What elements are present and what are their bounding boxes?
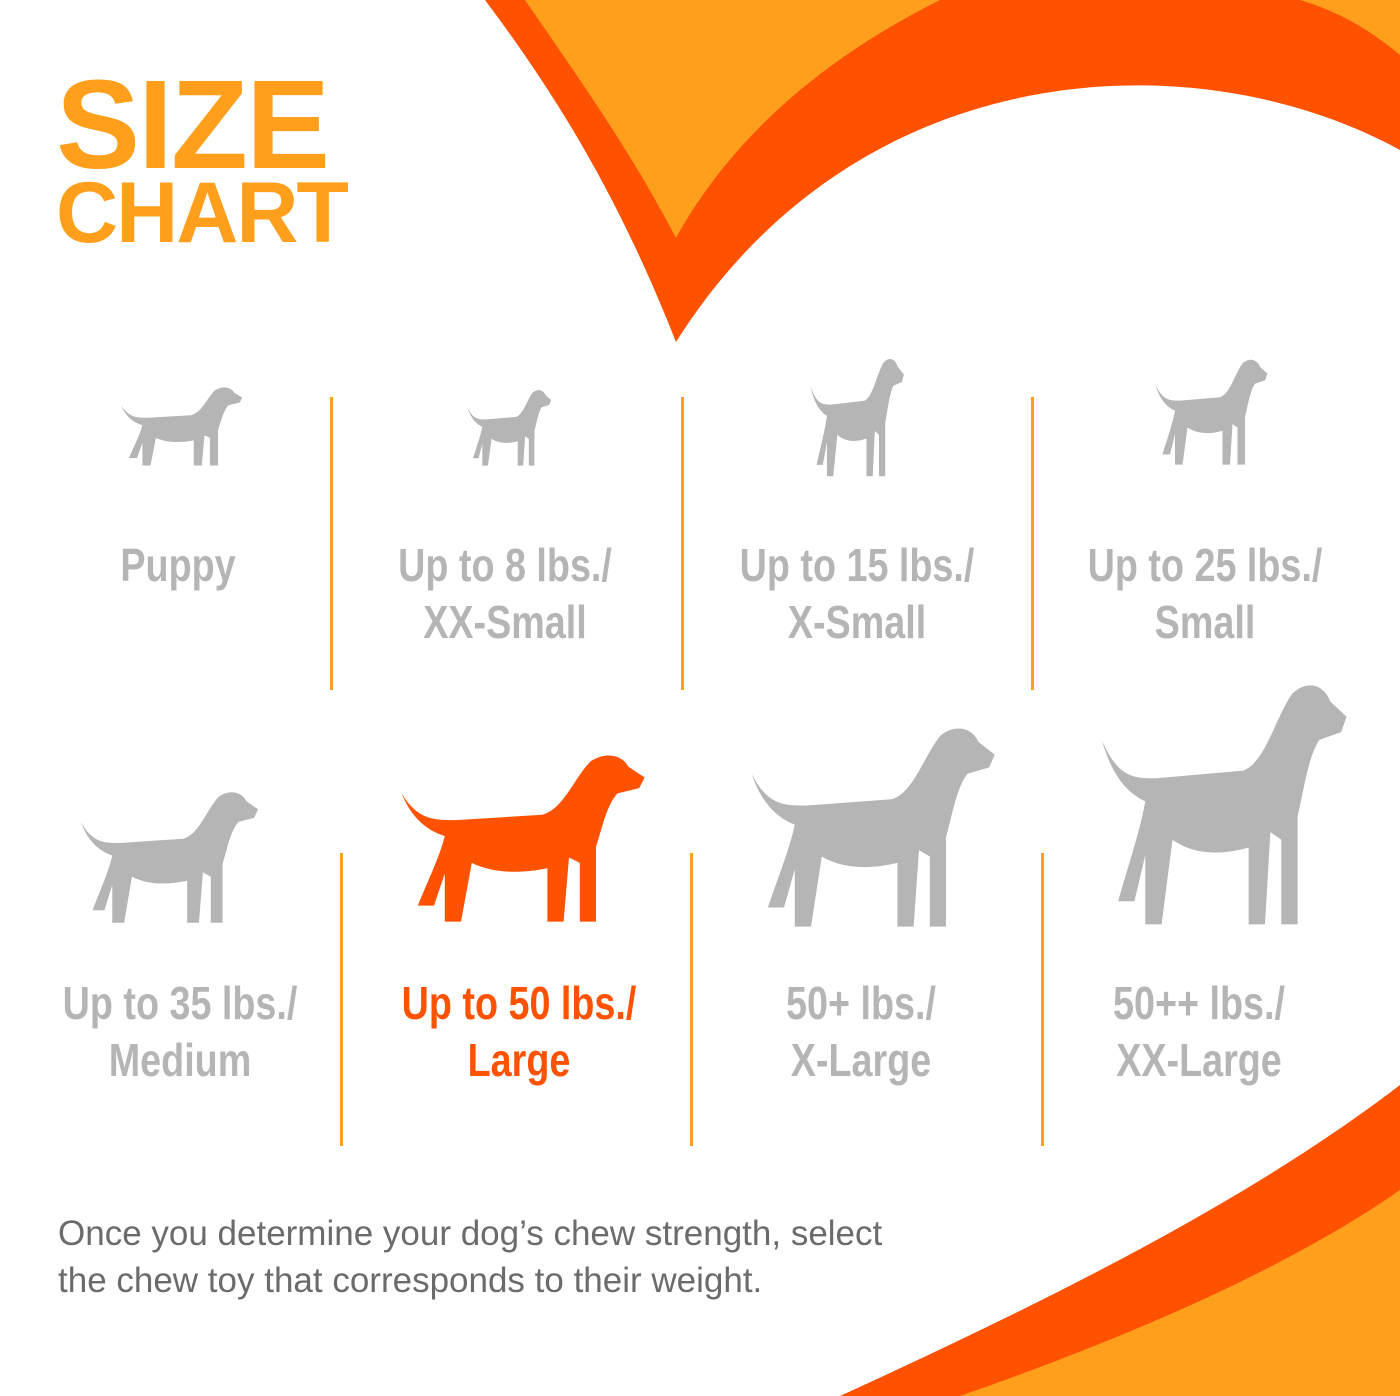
size-label: Up to 15 lbs./X-Small bbox=[709, 537, 1004, 651]
puppy-silhouette-icon bbox=[120, 387, 243, 466]
beagle-silhouette-icon bbox=[80, 792, 259, 923]
size-label-line1: Up to 35 lbs./ bbox=[62, 977, 298, 1029]
dog-silhouette bbox=[120, 387, 243, 466]
size-label-line2: XX-Small bbox=[423, 596, 587, 648]
dog-silhouette bbox=[1101, 685, 1347, 925]
corner-orange-swoosh bbox=[1300, 0, 1400, 55]
dog-silhouette bbox=[810, 358, 904, 477]
size-label-line2: Small bbox=[1154, 596, 1256, 648]
size-label: Up to 50 lbs./Large bbox=[371, 975, 666, 1089]
size-label-line1: 50+ lbs./ bbox=[786, 977, 936, 1029]
size-label: Up to 8 lbs./XX-Small bbox=[357, 537, 652, 651]
size-label-line2: X-Large bbox=[790, 1034, 932, 1086]
bottom-orange-swoosh bbox=[960, 1190, 1400, 1396]
size-label-line1: 50++ lbs./ bbox=[1113, 977, 1285, 1029]
footer-instructions: Once you determine your dog’s chew stren… bbox=[58, 1210, 882, 1304]
footer-line-1: Once you determine your dog’s chew stren… bbox=[58, 1214, 883, 1253]
dog-silhouette bbox=[1155, 359, 1268, 465]
size-label-line2: X-Small bbox=[787, 596, 927, 648]
title-chart: CHART bbox=[56, 165, 349, 261]
size-label: 50+ lbs./X-Large bbox=[713, 975, 1008, 1089]
top-orange-swoosh bbox=[525, 0, 940, 238]
labrador-silhouette-icon bbox=[401, 755, 645, 922]
divider bbox=[1041, 853, 1044, 1146]
great-dane-silhouette-icon bbox=[1101, 685, 1347, 925]
divider bbox=[340, 853, 343, 1146]
divider bbox=[330, 397, 333, 690]
divider bbox=[681, 397, 684, 690]
size-label-line2: Large bbox=[467, 1034, 571, 1086]
footer-line-2: the chew toy that corresponds to their w… bbox=[58, 1261, 763, 1300]
title-size: SIZE bbox=[56, 54, 330, 195]
dog-silhouette bbox=[401, 755, 645, 922]
size-label-line2: Medium bbox=[108, 1034, 252, 1086]
size-label: 50++ lbs./XX-Large bbox=[1051, 975, 1346, 1089]
size-label-line1: Up to 15 lbs./ bbox=[739, 539, 975, 591]
size-label: Up to 35 lbs./Medium bbox=[32, 975, 327, 1089]
size-label-line2: XX-Large bbox=[1116, 1034, 1282, 1086]
size-label: Puppy bbox=[30, 537, 325, 594]
chihuahua-silhouette-icon bbox=[467, 390, 552, 466]
terrier-silhouette-icon bbox=[1155, 359, 1268, 465]
size-label-line1: Up to 8 lbs./ bbox=[398, 539, 612, 591]
divider bbox=[1031, 397, 1034, 690]
size-label: Up to 25 lbs./Small bbox=[1057, 537, 1352, 651]
pinscher-silhouette-icon bbox=[810, 358, 904, 477]
dog-silhouette bbox=[751, 728, 995, 927]
dog-silhouette bbox=[80, 792, 259, 923]
size-label-line1: Up to 25 lbs./ bbox=[1087, 539, 1323, 591]
size-label-line1: Puppy bbox=[120, 539, 236, 591]
shepherd-silhouette-icon bbox=[751, 728, 995, 927]
size-label-line1: Up to 50 lbs./ bbox=[401, 977, 637, 1029]
dog-silhouette bbox=[467, 390, 552, 466]
divider bbox=[690, 853, 693, 1146]
